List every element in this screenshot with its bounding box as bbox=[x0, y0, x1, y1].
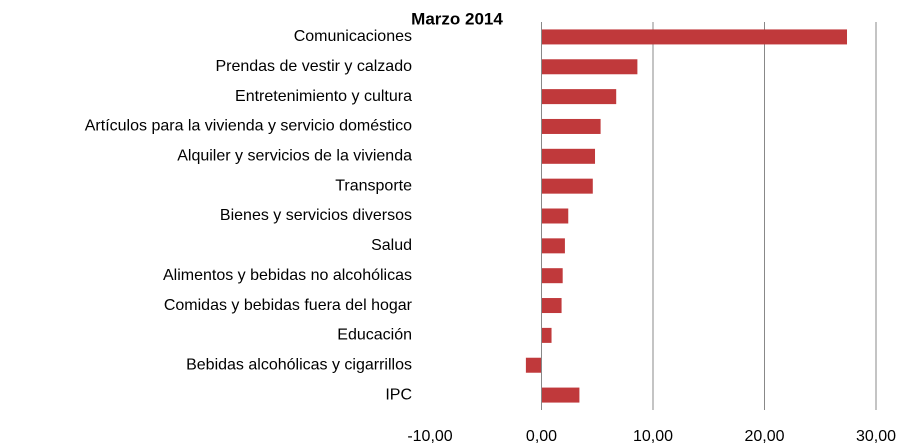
x-tick-label: 30,00 bbox=[856, 428, 896, 445]
chart-title: Marzo 2014 bbox=[411, 9, 503, 28]
bar bbox=[541, 59, 638, 75]
y-tick-label: Transporte bbox=[335, 177, 412, 194]
bar bbox=[541, 387, 580, 403]
bar bbox=[541, 327, 552, 343]
bar bbox=[525, 357, 542, 373]
y-tick-label: IPC bbox=[385, 386, 412, 403]
y-tick-label: Bienes y servicios diversos bbox=[220, 207, 412, 224]
x-tick-label: 20,00 bbox=[744, 428, 784, 445]
bar bbox=[541, 208, 569, 224]
y-tick-label: Artículos para la vivienda y servicio do… bbox=[85, 118, 412, 135]
bar bbox=[541, 238, 565, 254]
x-tick-label: -10,00 bbox=[407, 428, 452, 445]
y-tick-label: Alquiler y servicios de la vivienda bbox=[177, 148, 412, 165]
y-tick-label: Comunicaciones bbox=[294, 28, 412, 45]
y-tick-label: Comidas y bebidas fuera del hogar bbox=[164, 297, 413, 314]
x-tick-label: 0,00 bbox=[526, 428, 557, 445]
bar bbox=[541, 118, 601, 134]
y-tick-label: Alimentos y bebidas no alcohólicas bbox=[163, 267, 412, 284]
bar bbox=[541, 89, 617, 105]
y-tick-label: Educación bbox=[337, 327, 412, 344]
bar bbox=[541, 148, 596, 164]
y-tick-label: Bebidas alcohólicas y cigarrillos bbox=[186, 356, 412, 373]
bar bbox=[541, 298, 562, 314]
x-tick-label: 10,00 bbox=[633, 428, 673, 445]
y-tick-label: Entretenimiento y cultura bbox=[235, 88, 412, 105]
bar bbox=[541, 29, 848, 45]
bar bbox=[541, 268, 563, 284]
y-tick-label: Salud bbox=[371, 237, 412, 254]
bar bbox=[541, 178, 593, 194]
y-tick-label: Prendas de vestir y calzado bbox=[215, 58, 412, 75]
